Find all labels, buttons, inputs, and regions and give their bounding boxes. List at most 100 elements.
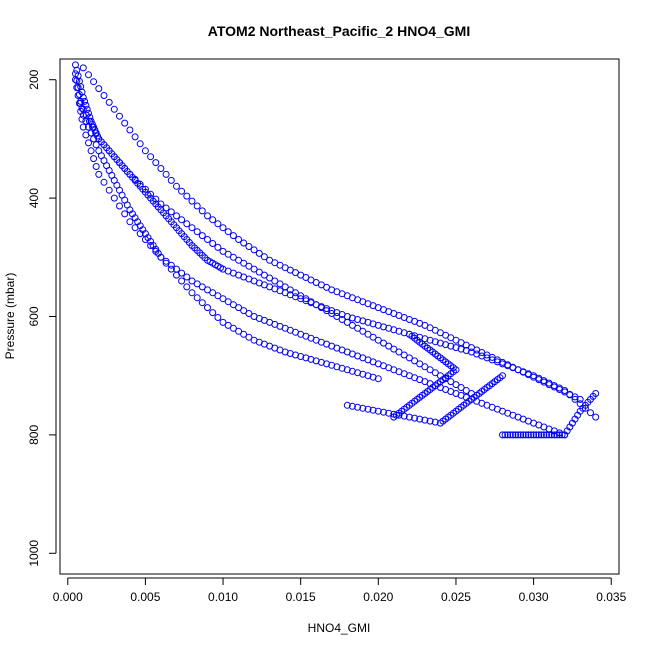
y-tick-label: 800	[27, 425, 41, 445]
data-point	[224, 298, 232, 306]
data-point	[364, 405, 372, 413]
data-point	[188, 224, 196, 232]
data-point	[229, 232, 237, 240]
data-point	[162, 259, 170, 267]
data-point	[116, 159, 123, 167]
data-point	[323, 307, 331, 315]
data-point	[178, 216, 186, 224]
data-point	[255, 249, 263, 257]
data-point	[530, 431, 538, 439]
data-point	[527, 431, 535, 439]
data-point	[354, 316, 362, 323]
data-point	[167, 208, 175, 216]
data-point	[250, 246, 258, 254]
data-point	[100, 178, 108, 186]
data-point	[141, 147, 149, 155]
data-point	[147, 153, 155, 161]
data-point	[343, 366, 351, 374]
data-point	[219, 295, 227, 303]
data-point	[416, 415, 424, 423]
data-point	[162, 170, 170, 178]
data-point	[121, 210, 129, 218]
data-point	[167, 265, 175, 273]
data-point	[540, 431, 548, 439]
data-point	[517, 431, 525, 439]
y-tick-label: 1000	[27, 540, 41, 567]
data-point	[116, 202, 123, 210]
data-point	[90, 155, 98, 163]
data-point	[509, 431, 517, 439]
data-point	[328, 310, 336, 317]
data-point	[333, 313, 341, 320]
data-point	[224, 228, 232, 236]
data-point	[95, 170, 103, 178]
data-point	[188, 197, 196, 205]
data-point	[405, 354, 413, 362]
data-point	[219, 318, 227, 326]
data-point	[374, 375, 382, 383]
data-point	[73, 77, 81, 85]
data-point	[426, 366, 434, 374]
data-point	[100, 141, 108, 149]
data-point	[219, 224, 227, 232]
data-point	[343, 401, 351, 409]
data-point	[86, 113, 94, 121]
data-point	[302, 354, 310, 362]
data-point	[136, 180, 144, 188]
data-point	[457, 384, 465, 391]
data-point	[553, 431, 561, 439]
y-tick-label: 400	[27, 188, 41, 208]
data-point	[462, 387, 470, 394]
data-point	[281, 283, 289, 291]
data-point	[193, 202, 201, 210]
data-point	[131, 133, 139, 141]
data-point	[271, 277, 279, 285]
data-point	[550, 431, 558, 439]
data-point	[89, 123, 97, 131]
y-axis-label: Pressure (mbar)	[3, 273, 17, 360]
data-point	[188, 277, 196, 285]
data-point	[501, 431, 509, 439]
data-point	[183, 220, 191, 228]
data-point	[152, 159, 160, 167]
data-point	[359, 327, 367, 335]
data-point	[235, 256, 243, 264]
data-point	[110, 105, 118, 113]
data-point	[312, 301, 320, 309]
data-point	[592, 413, 600, 421]
data-point	[545, 431, 553, 439]
data-point	[421, 363, 429, 371]
data-point	[587, 409, 594, 417]
data-point	[571, 395, 579, 403]
data-point	[75, 99, 83, 107]
data-point	[452, 381, 460, 389]
x-tick-label: 0.020	[363, 590, 393, 604]
data-point	[411, 357, 419, 365]
data-point	[173, 271, 180, 279]
data-point	[78, 115, 86, 123]
data-point	[74, 92, 82, 99]
data-point	[426, 417, 434, 425]
data-point	[204, 236, 211, 243]
data-point	[209, 309, 217, 317]
data-point	[317, 304, 325, 312]
data-point	[178, 277, 186, 285]
data-point	[235, 327, 243, 335]
data-point	[499, 431, 506, 439]
data-point	[116, 112, 123, 120]
data-point	[126, 170, 134, 178]
chart-title: ATOM2 Northeast_Pacific_2 HNO4_GMI	[208, 23, 470, 39]
data-point	[364, 318, 372, 326]
data-point	[75, 91, 83, 98]
data-point	[193, 280, 201, 288]
data-point	[95, 85, 103, 93]
data-point	[240, 307, 248, 315]
data-point	[178, 187, 186, 195]
data-point	[229, 253, 237, 261]
data-point	[209, 240, 217, 247]
data-point	[354, 403, 362, 411]
data-points	[72, 61, 600, 439]
data-point	[152, 195, 160, 203]
data-point	[380, 323, 387, 331]
